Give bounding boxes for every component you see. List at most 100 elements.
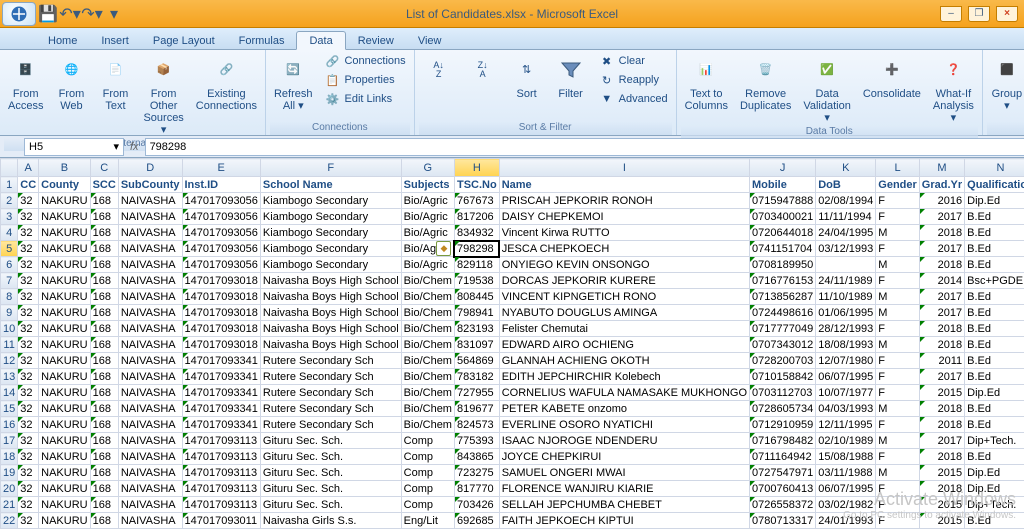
cell[interactable]: 168: [90, 257, 118, 273]
cell[interactable]: 819677: [454, 401, 499, 417]
cell[interactable]: M: [876, 465, 920, 481]
tab-data[interactable]: Data: [296, 31, 345, 50]
cell[interactable]: 02/10/1989: [816, 433, 876, 449]
cell[interactable]: 147017093011: [182, 513, 260, 529]
cell[interactable]: NAIVASHA: [118, 433, 182, 449]
cell[interactable]: 767673: [454, 193, 499, 209]
cell[interactable]: NAKURU: [39, 225, 90, 241]
cell[interactable]: 147017093018: [182, 321, 260, 337]
cell[interactable]: NAKURU: [39, 193, 90, 209]
cell[interactable]: [816, 257, 876, 273]
row-header[interactable]: 13: [1, 369, 18, 385]
cell[interactable]: Bsc+PGDE: [965, 273, 1024, 289]
cell[interactable]: EVERLINE OSORO NYATICHI: [499, 417, 749, 433]
cell[interactable]: 0708189950: [750, 257, 816, 273]
cell[interactable]: Bio/Chem: [401, 353, 454, 369]
tab-page-layout[interactable]: Page Layout: [141, 32, 227, 49]
group-button[interactable]: ⬛Group ▾: [987, 52, 1024, 114]
cell[interactable]: Naivasha Girls S.s.: [260, 513, 401, 529]
cell[interactable]: Comp: [401, 465, 454, 481]
cell[interactable]: M: [876, 401, 920, 417]
cell[interactable]: SCC: [90, 177, 118, 193]
tab-formulas[interactable]: Formulas: [227, 32, 297, 49]
cell[interactable]: 2015: [919, 497, 964, 513]
office-button[interactable]: [2, 2, 36, 26]
cell[interactable]: 0717777049: [750, 321, 816, 337]
properties-button[interactable]: 📋Properties: [320, 71, 409, 89]
cell[interactable]: 168: [90, 321, 118, 337]
row-header[interactable]: 3: [1, 209, 18, 225]
cell[interactable]: NAIVASHA: [118, 337, 182, 353]
cell[interactable]: NAIVASHA: [118, 241, 182, 257]
cell[interactable]: NAIVASHA: [118, 497, 182, 513]
from-text-button[interactable]: 📄From Text: [95, 52, 135, 114]
cell[interactable]: 06/07/1995: [816, 369, 876, 385]
cell[interactable]: Grad.Yr: [919, 177, 964, 193]
cell[interactable]: Inst.ID: [182, 177, 260, 193]
name-box-input[interactable]: [29, 141, 99, 153]
cell[interactable]: B.Ed: [965, 401, 1024, 417]
cell[interactable]: 147017093018: [182, 337, 260, 353]
row-header[interactable]: 7: [1, 273, 18, 289]
row-header[interactable]: 6: [1, 257, 18, 273]
cell[interactable]: NAKURU: [39, 369, 90, 385]
column-header[interactable]: C: [90, 159, 118, 177]
sort-button[interactable]: ⇅Sort: [507, 52, 547, 102]
cell[interactable]: 817770: [454, 481, 499, 497]
cell[interactable]: TSC.No: [454, 177, 499, 193]
cell[interactable]: 24/11/1989: [816, 273, 876, 289]
name-box[interactable]: ▾: [24, 138, 124, 156]
cell[interactable]: 2017: [919, 289, 964, 305]
cell[interactable]: 147017093113: [182, 497, 260, 513]
cell[interactable]: NAIVASHA: [118, 321, 182, 337]
close-button[interactable]: ×: [996, 6, 1018, 22]
spreadsheet-grid[interactable]: ABCDEFGHIJKLMN 1CCCountySCCSubCountyInst…: [0, 158, 1024, 529]
cell[interactable]: NAIVASHA: [118, 481, 182, 497]
cell[interactable]: 168: [90, 193, 118, 209]
column-header[interactable]: K: [816, 159, 876, 177]
cell[interactable]: 692685: [454, 513, 499, 529]
cell[interactable]: 2015: [919, 385, 964, 401]
cell[interactable]: 723275: [454, 465, 499, 481]
row-header[interactable]: 4: [1, 225, 18, 241]
row-header[interactable]: 8: [1, 289, 18, 305]
save-icon[interactable]: 💾: [38, 4, 58, 24]
cell[interactable]: M: [876, 257, 920, 273]
cell[interactable]: 03/02/1982: [816, 497, 876, 513]
cell[interactable]: 147017093341: [182, 353, 260, 369]
refresh-all-button[interactable]: 🔄Refresh All ▾: [270, 52, 317, 114]
cell[interactable]: 0712910959: [750, 417, 816, 433]
cell[interactable]: 2018: [919, 337, 964, 353]
cell[interactable]: FLORENCE WANJIRU KIARIE: [499, 481, 749, 497]
cell[interactable]: F: [876, 449, 920, 465]
cell[interactable]: 32: [18, 385, 39, 401]
cell[interactable]: Bio/Chem: [401, 337, 454, 353]
cell[interactable]: 834932: [454, 225, 499, 241]
cell[interactable]: 808445: [454, 289, 499, 305]
column-header[interactable]: E: [182, 159, 260, 177]
cell[interactable]: 0710158842: [750, 369, 816, 385]
cell[interactable]: Naivasha Boys High School: [260, 305, 401, 321]
cell[interactable]: 18/08/1993: [816, 337, 876, 353]
cell[interactable]: 2014: [919, 273, 964, 289]
cell[interactable]: Dip.Ed: [965, 385, 1024, 401]
cell[interactable]: 829118: [454, 257, 499, 273]
cell[interactable]: NAKURU: [39, 241, 90, 257]
cell[interactable]: Bio/Chem: [401, 305, 454, 321]
row-header[interactable]: 20: [1, 481, 18, 497]
cell[interactable]: Comp: [401, 433, 454, 449]
select-all-corner[interactable]: [1, 159, 18, 177]
cell[interactable]: 147017093113: [182, 433, 260, 449]
cell[interactable]: 147017093113: [182, 481, 260, 497]
cell[interactable]: NAIVASHA: [118, 417, 182, 433]
cell[interactable]: 823193: [454, 321, 499, 337]
name-box-dropdown-icon[interactable]: ▾: [113, 140, 119, 153]
column-header[interactable]: G: [401, 159, 454, 177]
cell[interactable]: 147017093018: [182, 289, 260, 305]
cell[interactable]: Bio/Agric: [401, 209, 454, 225]
from-web-button[interactable]: 🌐From Web: [51, 52, 91, 114]
cell[interactable]: Kiambogo Secondary: [260, 209, 401, 225]
cell[interactable]: 168: [90, 385, 118, 401]
cell[interactable]: 32: [18, 417, 39, 433]
cell[interactable]: 147017093018: [182, 305, 260, 321]
